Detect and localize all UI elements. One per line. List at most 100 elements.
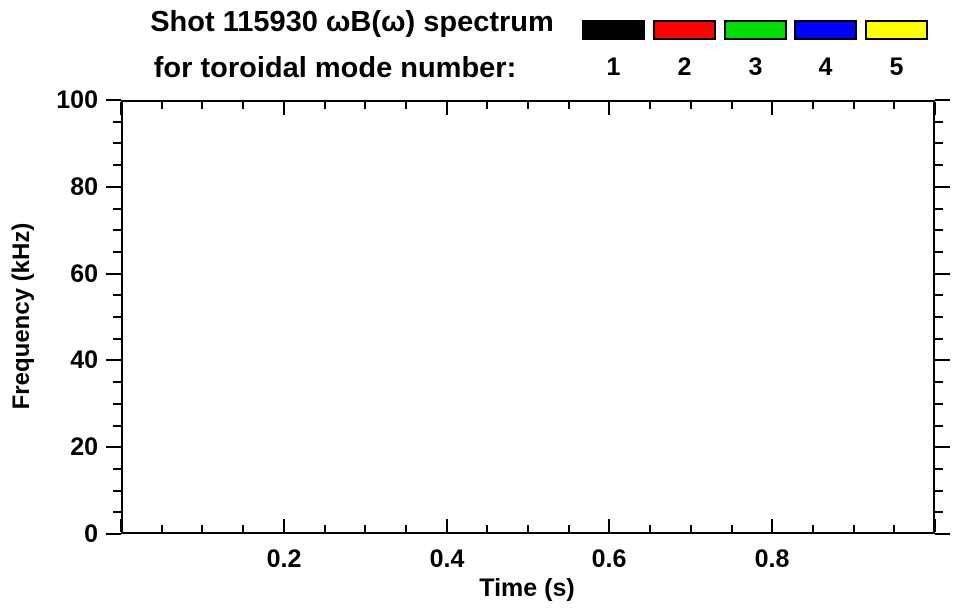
x-minor-tick [242, 102, 244, 109]
y-major-tick [935, 186, 950, 188]
x-tick-label: 0.4 [429, 545, 465, 573]
x-minor-tick [405, 102, 407, 109]
x-tick-label: 0.6 [591, 545, 627, 573]
y-major-tick [935, 533, 950, 535]
y-tick-label: 80 [70, 173, 98, 201]
x-minor-tick [812, 525, 814, 532]
x-minor-tick [568, 102, 570, 109]
y-tick-label: 0 [84, 520, 98, 548]
y-minor-tick [113, 164, 121, 166]
x-minor-tick [364, 102, 366, 109]
y-major-tick [106, 446, 121, 448]
x-axis-title: Time (s) [479, 574, 575, 602]
y-minor-tick [935, 251, 943, 253]
y-tick-label: 20 [70, 433, 98, 461]
legend-swatch-2 [653, 20, 716, 40]
y-minor-tick [935, 381, 943, 383]
legend-label-3: 3 [748, 53, 763, 81]
legend-swatch-4 [794, 20, 857, 40]
y-tick-label: 40 [70, 346, 98, 374]
y-minor-tick [113, 316, 121, 318]
y-minor-tick [935, 403, 943, 405]
y-major-tick [935, 99, 950, 101]
y-minor-tick [113, 511, 121, 513]
plot-area [121, 100, 935, 534]
x-minor-tick [324, 102, 326, 109]
y-major-tick [935, 446, 950, 448]
y-tick-label: 100 [56, 86, 98, 114]
x-major-tick [608, 519, 610, 532]
legend-label-5: 5 [889, 53, 904, 81]
y-major-tick [935, 359, 950, 361]
x-major-tick [771, 102, 773, 115]
x-minor-tick [853, 102, 855, 109]
y-minor-tick [935, 425, 943, 427]
y-minor-tick [935, 316, 943, 318]
x-minor-tick [161, 102, 163, 109]
x-minor-tick [731, 525, 733, 532]
x-minor-tick [324, 525, 326, 532]
legend-label-4: 4 [818, 53, 833, 81]
legend-swatch-5 [865, 20, 928, 40]
x-minor-tick [649, 525, 651, 532]
x-major-tick [771, 519, 773, 532]
y-minor-tick [935, 229, 943, 231]
chart-title: Shot 115930 ωB(ω) spectrum [150, 6, 554, 38]
x-major-tick [120, 519, 122, 532]
x-minor-tick [527, 525, 529, 532]
y-major-tick [106, 273, 121, 275]
x-major-tick [120, 102, 122, 115]
y-minor-tick [113, 403, 121, 405]
legend-swatch-3 [724, 20, 787, 40]
y-minor-tick [113, 251, 121, 253]
y-minor-tick [935, 294, 943, 296]
y-major-tick [106, 359, 121, 361]
y-minor-tick [113, 425, 121, 427]
y-minor-tick [935, 142, 943, 144]
y-minor-tick [113, 468, 121, 470]
x-tick-label: 0.2 [266, 545, 302, 573]
x-major-tick [446, 102, 448, 115]
x-minor-tick [690, 525, 692, 532]
y-major-tick [935, 273, 950, 275]
x-minor-tick [893, 102, 895, 109]
y-minor-tick [935, 208, 943, 210]
y-minor-tick [935, 338, 943, 340]
x-minor-tick [486, 102, 488, 109]
x-minor-tick [161, 525, 163, 532]
x-minor-tick [242, 525, 244, 532]
x-tick-label: 0.8 [754, 545, 790, 573]
y-minor-tick [113, 338, 121, 340]
x-minor-tick [405, 525, 407, 532]
y-minor-tick [113, 490, 121, 492]
x-minor-tick [812, 102, 814, 109]
y-minor-tick [113, 208, 121, 210]
y-minor-tick [935, 164, 943, 166]
y-minor-tick [935, 511, 943, 513]
y-major-tick [106, 186, 121, 188]
y-axis-title: Frequency (kHz) [8, 222, 35, 410]
x-minor-tick [568, 525, 570, 532]
y-minor-tick [113, 121, 121, 123]
y-tick-label: 60 [70, 260, 98, 288]
y-minor-tick [113, 381, 121, 383]
x-minor-tick [364, 525, 366, 532]
x-major-tick [934, 102, 936, 115]
y-minor-tick [113, 229, 121, 231]
x-minor-tick [527, 102, 529, 109]
x-major-tick [934, 519, 936, 532]
x-minor-tick [649, 102, 651, 109]
x-minor-tick [731, 102, 733, 109]
y-major-tick [106, 99, 121, 101]
legend-label-1: 1 [606, 53, 621, 81]
x-major-tick [608, 102, 610, 115]
x-major-tick [446, 519, 448, 532]
y-minor-tick [113, 294, 121, 296]
x-minor-tick [690, 102, 692, 109]
x-major-tick [283, 102, 285, 115]
y-minor-tick [935, 468, 943, 470]
y-minor-tick [113, 142, 121, 144]
y-minor-tick [935, 490, 943, 492]
x-minor-tick [486, 525, 488, 532]
x-minor-tick [853, 525, 855, 532]
